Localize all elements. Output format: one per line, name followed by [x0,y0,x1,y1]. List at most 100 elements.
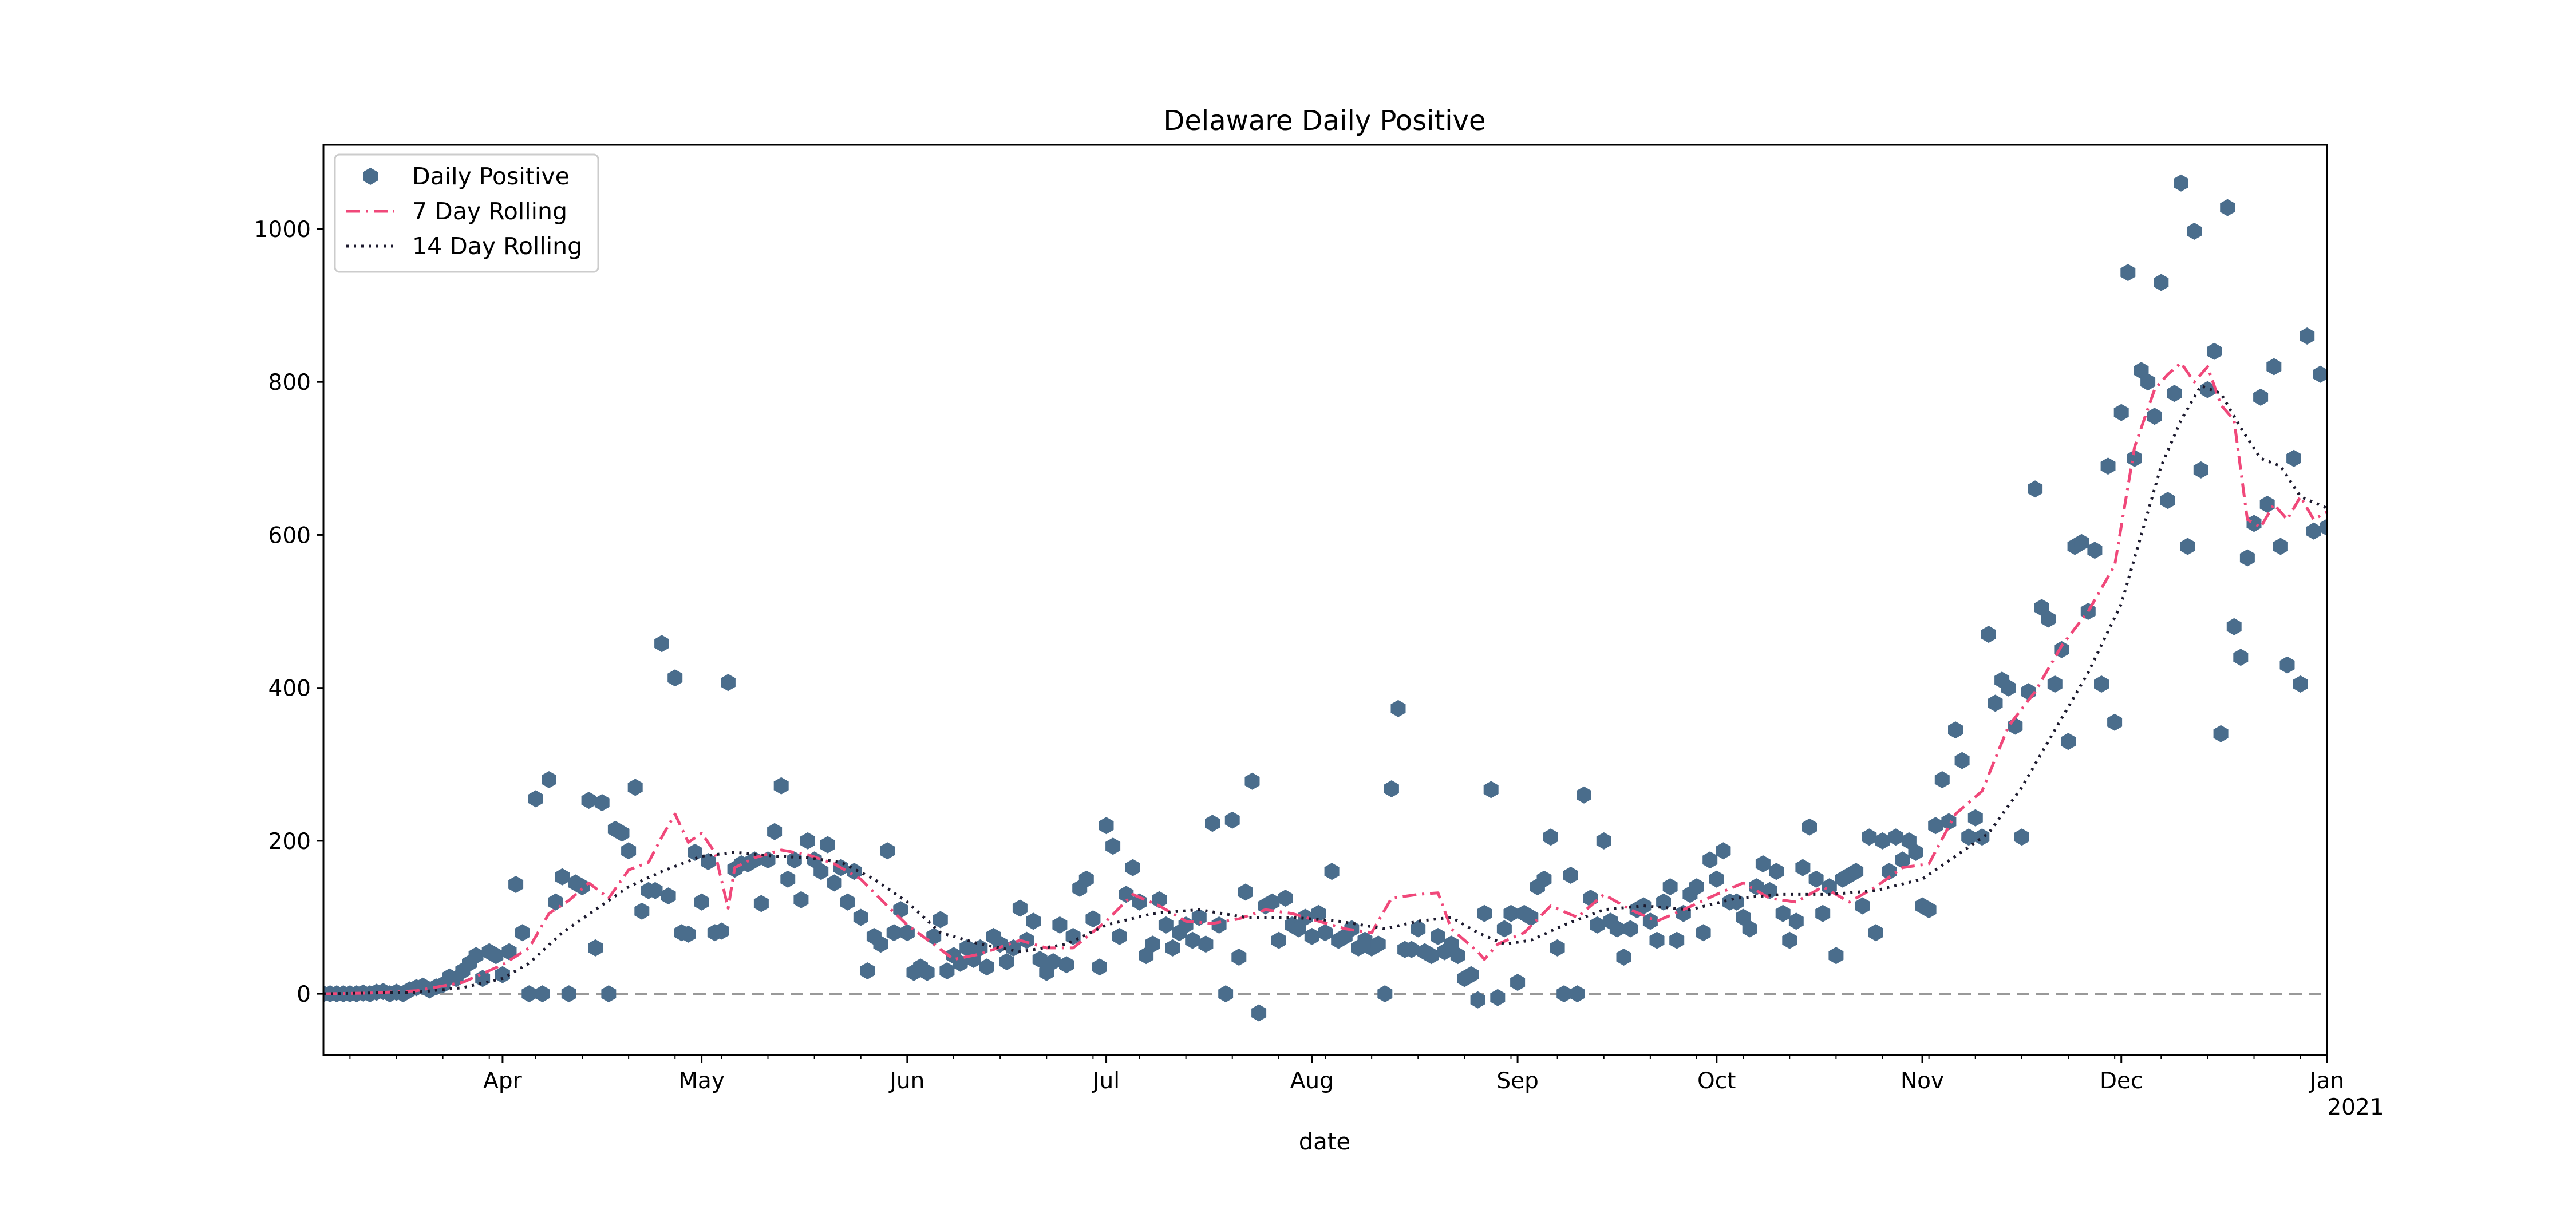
data-point-daily-positive-185 [1543,828,1558,846]
data-point-daily-positive-239 [1901,832,1917,850]
data-point-daily-positive-100 [979,958,994,976]
data-point-daily-positive-251 [1981,626,1996,643]
data-point-daily-positive-260 [2041,610,2056,628]
data-point-daily-positive-70 [780,870,796,888]
data-point-daily-positive-254 [2001,679,2016,697]
data-point-daily-positive-127 [1158,916,1174,934]
data-point-daily-positive-50 [647,882,663,899]
data-point-daily-positive-141 [1251,1004,1267,1022]
data-point-daily-positive-272 [2120,264,2136,282]
data-point-daily-positive-189 [1570,985,1585,1003]
data-point-daily-positive-270 [2107,713,2123,731]
data-point-daily-positive-152 [1324,863,1340,880]
data-point-daily-positive-165 [1411,920,1426,938]
x-tick-label-4: Aug [1290,1068,1334,1094]
data-point-daily-positive-261 [2047,675,2063,693]
data-point-daily-positive-219 [1769,863,1784,880]
data-point-daily-positive-182 [1523,908,1539,926]
data-point-daily-positive-118 [1099,817,1114,835]
data-point-daily-positive-57 [694,893,709,911]
data-point-daily-positive-37 [561,985,576,1003]
data-point-daily-positive-279 [2167,385,2182,402]
data-point-daily-positive-167 [1424,947,1439,965]
data-point-daily-positive-283 [2193,461,2208,479]
data-point-daily-positive-298 [2293,675,2308,693]
data-point-daily-positive-214 [1736,908,1751,926]
data-point-daily-positive-275 [2140,373,2156,391]
data-point-daily-positive-85 [880,842,895,860]
data-point-daily-positive-120 [1112,927,1127,945]
data-point-daily-positive-51 [654,635,669,653]
data-point-daily-positive-186 [1550,939,1565,957]
data-point-daily-positive-93 [933,911,948,929]
data-point-daily-positive-149 [1304,927,1319,945]
data-point-daily-positive-224 [1802,818,1817,836]
data-point-daily-positive-295 [2273,538,2288,555]
data-point-daily-positive-285 [2207,342,2222,360]
data-point-daily-positive-150 [1311,904,1326,922]
data-point-daily-positive-92 [926,927,942,945]
data-point-daily-positive-66 [753,895,769,912]
data-point-daily-positive-86 [886,924,902,942]
data-point-daily-positive-258 [2028,480,2043,498]
data-point-daily-positive-302 [2320,519,2327,536]
data-point-daily-positive-220 [1775,904,1791,922]
data-point-daily-positive-243 [1928,817,1943,835]
data-point-daily-positive-242 [1921,901,1937,919]
data-point-daily-positive-210 [1709,870,1724,888]
x-tick-label-5: Sep [1496,1068,1539,1094]
data-point-daily-positive-246 [1948,721,1963,739]
x-tick-label-8: Dec [2100,1068,2143,1094]
data-point-daily-positive-103 [999,953,1014,970]
data-point-daily-positive-27 [495,966,510,983]
data-point-daily-positive-244 [1934,771,1950,788]
data-point-daily-positive-111 [1052,916,1068,934]
data-point-daily-positive-140 [1244,772,1260,790]
data-point-daily-positive-274 [2134,362,2149,380]
data-point-daily-positive-73 [800,832,815,850]
data-point-daily-positive-232 [1855,897,1870,915]
data-point-daily-positive-231 [1848,863,1864,880]
data-point-daily-positive-28 [501,943,517,961]
data-point-daily-positive-107 [1026,912,1041,930]
data-point-daily-positive-34 [542,771,556,788]
data-point-daily-positive-148 [1298,908,1313,926]
data-point-daily-positive-289 [2233,649,2249,666]
data-point-daily-positive-235 [1875,832,1890,850]
data-point-daily-positive-40 [581,792,596,809]
data-point-daily-positive-122 [1125,859,1140,876]
data-point-daily-positive-265 [2074,534,2089,551]
legend: Daily Positive 7 Day Rolling 14 Day Rollin… [334,153,599,273]
y-tick-label-1: 200 [268,829,311,855]
data-point-daily-positive-87 [893,901,908,919]
data-point-daily-positive-237 [1888,828,1903,846]
data-point-daily-positive-161 [1384,780,1399,797]
series-line-7-day-rolling [323,361,2327,995]
data-point-daily-positive-259 [2034,599,2049,617]
data-point-daily-positive-192 [1590,916,1605,934]
plot-area: 0 200 400 600 800 1000 Apr May Jun Jul Aug Sep Oct No… [254,144,2384,1120]
data-point-daily-positive-284 [2200,381,2215,398]
data-point-daily-positive-105 [1012,899,1028,917]
legend-label-7-day-rolling: 7 Day Rolling [412,197,567,225]
data-point-daily-positive-174 [1470,991,1485,1009]
data-point-daily-positive-286 [2213,725,2229,742]
data-point-daily-positive-126 [1152,891,1167,908]
data-point-daily-positive-269 [2100,457,2116,475]
data-point-daily-positive-119 [1105,837,1121,855]
data-point-daily-positive-190 [1577,786,1591,804]
data-point-daily-positive-171 [1450,947,1465,965]
data-point-daily-positive-247 [1954,752,1970,769]
data-point-daily-positive-31 [521,985,537,1003]
data-point-daily-positive-173 [1464,966,1479,983]
y-tick-label-3: 600 [268,523,311,548]
data-point-daily-positive-199 [1636,897,1652,915]
data-point-daily-positive-26 [488,947,504,965]
data-point-daily-positive-60 [714,922,729,940]
data-point-daily-positive-222 [1788,912,1804,930]
data-point-daily-positive-128 [1165,939,1180,957]
data-point-daily-positive-287 [2220,199,2235,216]
data-point-daily-positive-79 [840,893,855,911]
data-point-daily-positive-88 [899,924,915,942]
